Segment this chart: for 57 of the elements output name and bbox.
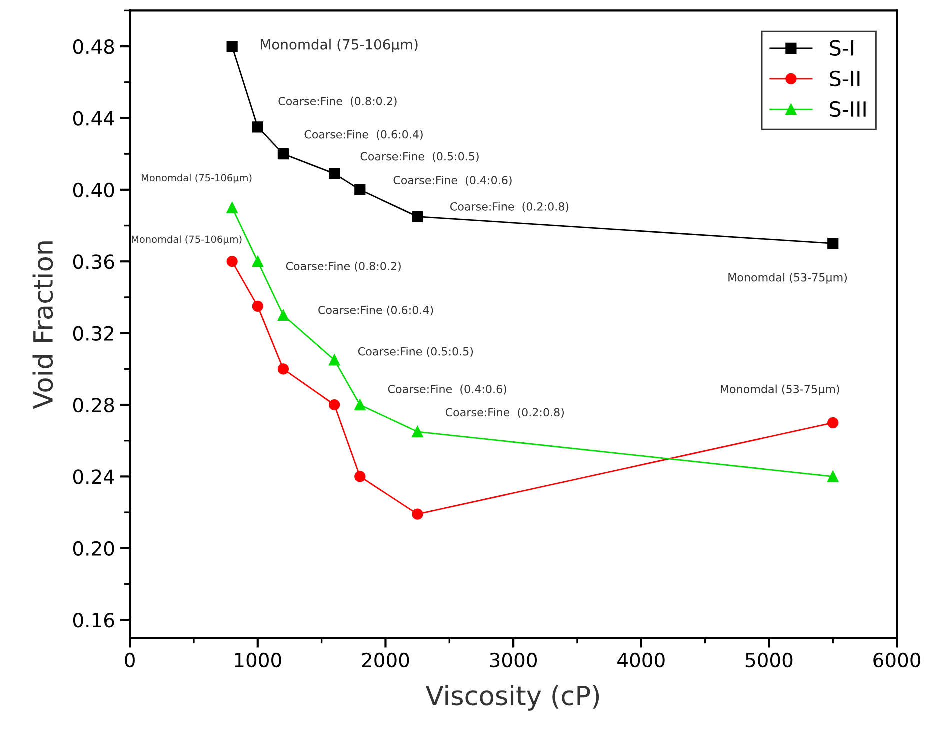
point — [828, 238, 839, 250]
x-tick-label: 0 — [125, 652, 135, 668]
point — [278, 310, 290, 321]
y-tick-label: 0.44 — [73, 111, 114, 126]
y-tick-label: 0.16 — [73, 613, 114, 628]
point — [252, 256, 264, 268]
x-tick-label: 6000 — [874, 652, 920, 668]
point — [252, 122, 264, 133]
point — [226, 202, 238, 214]
annotation: Monomdal (53-75μm) — [720, 384, 840, 396]
point — [278, 364, 290, 375]
annotation: Monomdal (75-106μm) — [142, 174, 252, 184]
point — [828, 417, 839, 428]
annotation: Monomdal (53-75μm) — [728, 273, 847, 284]
legend-label: S-I — [830, 40, 854, 56]
point — [329, 399, 340, 411]
point — [226, 40, 238, 52]
point — [226, 256, 238, 268]
point — [828, 471, 839, 482]
annotation: Coarse:Fine (0.8:0.2) — [278, 96, 397, 107]
x-tick-label: 5000 — [746, 652, 793, 668]
annotation: Coarse:Fine (0.4:0.6) — [388, 384, 506, 395]
annotation: Coarse:Fine (0.5:0.5) — [360, 152, 479, 162]
y-tick-label: 0.20 — [73, 541, 114, 556]
y-tick-label: 0.36 — [73, 254, 114, 270]
point — [354, 399, 366, 411]
annotation: Coarse:Fine (0.4:0.6) — [394, 176, 512, 186]
point — [412, 508, 424, 520]
annotation: Monomdal (75-106μm) — [132, 236, 242, 245]
point — [278, 148, 290, 160]
point — [252, 300, 264, 312]
annotation: Coarse:Fine (0.2:0.8) — [446, 408, 564, 418]
x-tick-label: 3000 — [490, 652, 537, 668]
point — [354, 184, 366, 196]
point — [412, 211, 424, 222]
x-axis-title: Viscosity (cP) — [426, 685, 600, 711]
annotation: Coarse:Fine (0.2:0.8) — [450, 202, 569, 212]
y-tick-label: 0.24 — [73, 470, 114, 484]
y-tick-label: 0.32 — [73, 326, 114, 341]
y-axis-title: Void Fraction — [32, 242, 54, 410]
x-tick-label: 2000 — [362, 652, 410, 668]
point — [354, 471, 366, 482]
x-tick-label: 4000 — [618, 652, 665, 668]
y-tick-label: 0.48 — [73, 40, 114, 54]
annotation: Coarse:Fine (0.5:0.5) — [358, 347, 474, 358]
annotation: Coarse:Fine (0.6:0.4) — [304, 130, 423, 140]
annotation: Monomdal (75-106μm) — [261, 39, 418, 53]
annotation: Coarse:Fine (0.6:0.4) — [318, 306, 434, 316]
point — [412, 426, 424, 438]
x-tick-label: 1000 — [235, 652, 282, 668]
point — [329, 168, 340, 180]
y-tick-label: 0.28 — [73, 398, 114, 413]
legend-label: S-II — [830, 70, 860, 87]
point — [329, 354, 340, 366]
legend-label: S-III — [830, 101, 866, 118]
annotation: Coarse:Fine (0.8:0.2) — [286, 262, 401, 272]
y-tick-label: 0.40 — [73, 182, 114, 198]
